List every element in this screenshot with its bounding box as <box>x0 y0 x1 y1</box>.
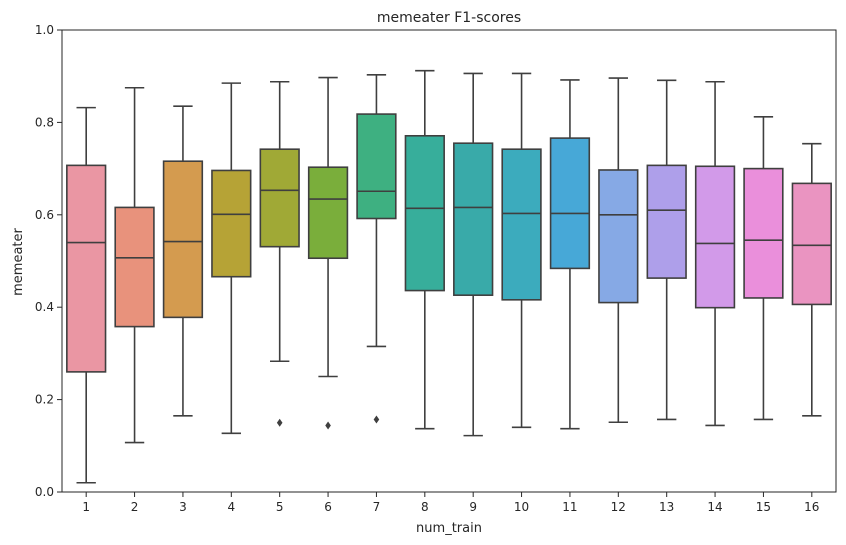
box-iqr <box>66 164 107 373</box>
box-iqr <box>259 148 300 248</box>
x-tick-label: 12 <box>611 500 626 514</box>
x-tick-label: 3 <box>179 500 187 514</box>
x-tick-label: 14 <box>707 500 722 514</box>
x-axis-label: num_train <box>416 521 482 536</box>
outlier-point <box>276 418 283 427</box>
x-tick-label: 15 <box>756 500 771 514</box>
box-iqr <box>211 169 252 278</box>
plot-area: 0.00.20.40.60.81.01 2 3 4 5 6 7 8 9 10 11 12 13 14 15 1… <box>35 23 832 514</box>
box-iqr <box>404 134 445 292</box>
axes-frame <box>61 29 837 493</box>
box-iqr <box>162 160 204 319</box>
box-iqr <box>356 113 397 220</box>
y-tick-label: 1.0 <box>35 23 54 37</box>
outlier-point <box>373 415 380 424</box>
box-iqr <box>743 167 784 299</box>
box-iqr <box>791 182 832 306</box>
y-tick-label: 0.2 <box>35 393 54 407</box>
box-iqr <box>453 142 494 296</box>
x-tick-label: 7 <box>373 500 381 514</box>
y-axis-label: memeater <box>11 227 26 295</box>
x-tick-label: 11 <box>562 500 577 514</box>
y-tick-label: 0.4 <box>35 300 54 314</box>
x-tick-label: 10 <box>514 500 529 514</box>
box-iqr <box>549 137 591 270</box>
y-tick-label: 0.8 <box>35 115 54 129</box>
x-tick-label: 6 <box>324 500 332 514</box>
chart-title: memeater F1-scores <box>377 10 521 26</box>
x-tick-label: 9 <box>469 500 477 514</box>
box-iqr <box>646 164 687 279</box>
x-tick-label: 4 <box>227 500 235 514</box>
box-iqr <box>307 166 349 260</box>
y-tick-label: 0.6 <box>35 208 54 222</box>
box-iqr <box>598 169 639 304</box>
box-iqr <box>501 148 542 301</box>
x-tick-label: 5 <box>276 500 284 514</box>
x-tick-label: 1 <box>82 500 90 514</box>
outlier-point <box>325 421 331 430</box>
x-tick-label: 16 <box>804 500 819 514</box>
box-iqr <box>694 165 736 309</box>
x-tick-label: 2 <box>131 500 139 514</box>
y-tick-label: 0.0 <box>35 485 54 499</box>
x-tick-label: 8 <box>421 500 429 514</box>
x-tick-label: 13 <box>659 500 674 514</box>
box-iqr <box>114 206 155 328</box>
